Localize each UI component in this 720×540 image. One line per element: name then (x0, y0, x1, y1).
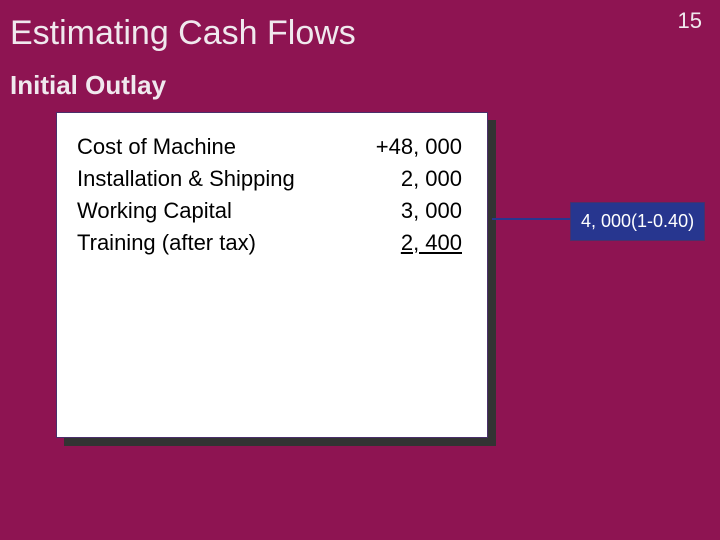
table-row: Installation & Shipping 2, 000 (77, 163, 467, 195)
table-row: Training (after tax) 2, 400 (77, 227, 467, 259)
table-row: Working Capital 3, 000 (77, 195, 467, 227)
row-value: 3, 000 (332, 195, 462, 227)
row-value: 2, 400 (332, 227, 462, 259)
row-label: Cost of Machine (77, 131, 332, 163)
row-label: Training (after tax) (77, 227, 332, 259)
row-label: Installation & Shipping (77, 163, 332, 195)
table-row: Cost of Machine +48, 000 (77, 131, 467, 163)
card-content: Cost of Machine +48, 000 Installation & … (57, 113, 487, 277)
row-value: 2, 000 (332, 163, 462, 195)
page-number: 15 (678, 8, 702, 34)
row-label: Working Capital (77, 195, 332, 227)
slide-subtitle: Initial Outlay (10, 70, 166, 101)
row-value: +48, 000 (332, 131, 462, 163)
slide-title: Estimating Cash Flows (10, 14, 356, 53)
content-card: Cost of Machine +48, 000 Installation & … (56, 112, 488, 438)
annotation-box: 4, 000(1-0.40) (570, 202, 705, 241)
annotation-connector (492, 218, 570, 220)
